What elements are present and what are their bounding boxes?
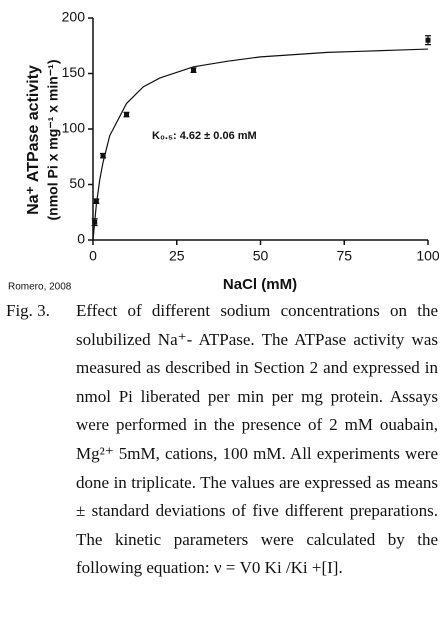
point [425,37,431,43]
x-tick-label: 0 [89,248,97,264]
point [191,67,196,73]
point [100,153,106,159]
point [124,112,129,118]
point [92,219,98,225]
caption-label: Fig. 3. [6,301,50,320]
y-tick-label: 150 [62,64,86,80]
fit-curve [92,48,429,241]
x-tick-label: 100 [416,248,440,264]
x-axis-label: NaCl (mM) [223,276,297,292]
chart: Na⁺ ATPase activity (nmol Pi x mg⁻¹ x mi… [8,9,440,292]
annotation: K₀.₅: 4.62 ± 0.06 mM [152,130,257,142]
caption: Fig. 3. Effect of different sodium conce… [6,297,438,583]
y-tick-label: 200 [62,9,86,25]
caption-text: Effect of different sodium concentration… [76,301,438,578]
y-tick-label: 0 [77,231,85,247]
y-tick-label: 100 [62,120,86,136]
y-axis-label: Na⁺ ATPase activity [25,65,42,215]
x-tick-label: 50 [253,248,269,264]
y-tick-label: 50 [69,175,85,191]
note: Romero, 2008 [8,282,72,292]
x-tick-label: 75 [336,248,352,264]
x-tick-label: 25 [169,248,185,264]
point [93,198,99,204]
y-axis-label: (nmol Pi x mg⁻¹ x min⁻¹) [45,59,61,220]
